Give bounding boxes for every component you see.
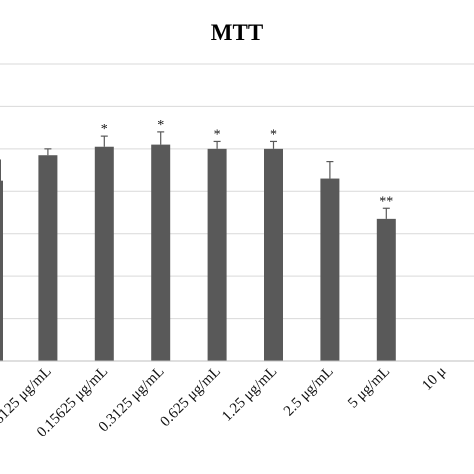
bar xyxy=(376,218,396,361)
bars xyxy=(0,144,396,361)
bar xyxy=(0,159,1,361)
chart-title: MTT xyxy=(211,20,263,45)
bar-partial xyxy=(0,180,3,361)
significance-marker: * xyxy=(157,118,164,133)
x-tick-label: 5 μg/mL xyxy=(345,364,393,412)
significance-marker: ** xyxy=(379,194,393,209)
x-tick-labels: 25 μg/mL0.078125 μg/mL0.15625 μg/mL0.312… xyxy=(0,364,450,446)
x-tick-label: 10 μ xyxy=(419,364,449,394)
significance-markers: * ** *** xyxy=(101,118,393,209)
bar xyxy=(38,155,58,361)
x-tick-label: 0.625 μg/mL xyxy=(157,364,224,431)
bar xyxy=(264,148,283,361)
bar xyxy=(151,144,171,361)
x-tick-label: 2.5 μg/mL xyxy=(281,364,337,420)
significance-marker: * xyxy=(214,127,221,142)
bar xyxy=(207,148,227,361)
significance-marker: * xyxy=(101,122,108,137)
significance-marker: * xyxy=(270,127,277,142)
x-tick-label: 1.25 μg/mL xyxy=(219,364,280,425)
gridlines xyxy=(0,63,474,320)
error-bars xyxy=(44,131,390,219)
bar xyxy=(320,178,340,361)
bar xyxy=(94,146,114,361)
